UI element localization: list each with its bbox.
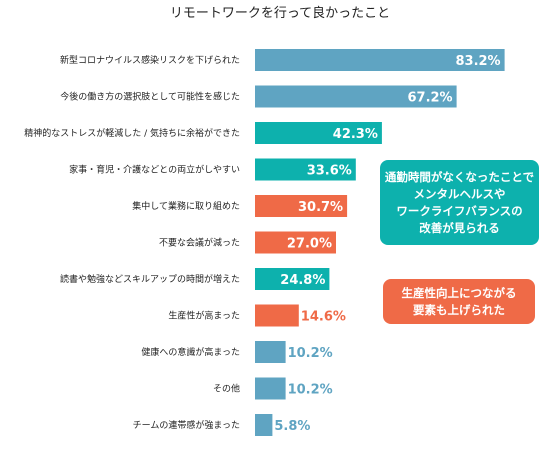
callout-line: ワークライフバランスの xyxy=(396,203,523,218)
category-label: 生産性が高まった xyxy=(168,310,240,322)
category-label: その他 xyxy=(213,383,240,395)
chart-title: リモートワークを行って良かったこと xyxy=(170,5,390,21)
bar xyxy=(255,341,286,363)
data-label: 10.2% xyxy=(288,346,333,361)
bar xyxy=(255,414,273,436)
category-label: 今後の働き方の選択肢として可能性を感じた xyxy=(60,91,240,103)
category-label: 健康への意識が高まった xyxy=(141,346,240,358)
bar xyxy=(255,304,299,327)
category-label: チームの連帯感が強まった xyxy=(133,419,240,431)
category-labels: 新型コロナウイルス感染リスクを下げられた今後の働き方の選択肢として可能性を感じた… xyxy=(24,54,240,431)
category-label: 集中して業務に取り組めた xyxy=(132,200,240,212)
bar xyxy=(255,231,336,254)
data-label: 83.2% xyxy=(455,54,500,69)
data-label: 5.8% xyxy=(274,419,310,434)
category-label: 不要な会議が減った xyxy=(159,237,240,249)
bar xyxy=(255,85,457,108)
callout-productivity: 生産性向上につながる 要素も上げられた xyxy=(383,279,535,324)
callout-mental-health: 通勤時間がなくなったことで メンタルヘルスや ワークライフバランスの 改善が見ら… xyxy=(380,160,539,245)
callout-line: メンタルヘルスや xyxy=(413,186,506,201)
bar xyxy=(255,195,348,217)
category-label: 新型コロナウイルス感染リスクを下げられた xyxy=(60,54,240,66)
bar xyxy=(255,122,382,144)
data-label: 27.0% xyxy=(287,237,332,252)
category-label: 精神的なストレスが軽減した / 気持ちに余裕ができた xyxy=(24,127,240,139)
callout-line: 要素も上げられた xyxy=(413,302,505,317)
bar xyxy=(255,158,356,181)
category-label: 家事・育児・介護などとの両立がしやすい xyxy=(69,164,240,176)
bar xyxy=(255,268,330,290)
data-label: 24.8% xyxy=(280,273,325,288)
value-labels: 83.2% 67.2% 42.3% 33.6% 30.7% 27.0% 24.8% 14.6%… xyxy=(274,54,500,434)
callout-line: 通勤時間がなくなったことで xyxy=(384,169,535,184)
data-label: 67.2% xyxy=(407,91,452,106)
data-label: 14.6% xyxy=(301,310,346,325)
callout-line: 改善が見られる xyxy=(419,220,500,235)
bar xyxy=(255,377,286,400)
data-label: 33.6% xyxy=(307,164,352,179)
bar xyxy=(255,49,505,71)
category-label: 読書や勉強などスキルアップの時間が増えた xyxy=(60,273,240,285)
data-label: 42.3% xyxy=(333,127,378,142)
bars xyxy=(255,49,505,436)
callout-line: 生産性向上につながる xyxy=(401,285,517,300)
data-label: 30.7% xyxy=(298,200,343,215)
data-label: 10.2% xyxy=(288,383,333,398)
